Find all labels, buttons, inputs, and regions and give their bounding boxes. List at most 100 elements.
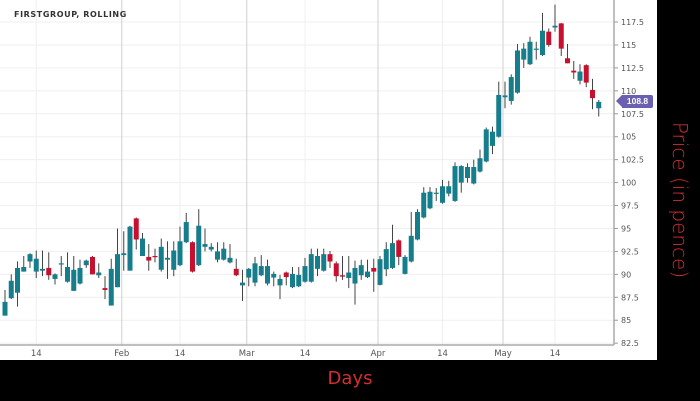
candle-body-up (533, 48, 539, 50)
candle-body-down (133, 218, 139, 240)
candle-body-up (65, 267, 70, 282)
candle-body-up (377, 259, 383, 285)
x-axis-title: Days (327, 368, 373, 389)
candle-body-down (558, 23, 564, 49)
x-tick-label: 14 (437, 349, 448, 359)
candle-body-up (471, 166, 477, 184)
candle-body-up (490, 131, 495, 146)
candle-body-up (452, 166, 458, 201)
candle-body-up (271, 273, 277, 278)
candle-body-down (190, 242, 195, 272)
candle-body-down (333, 263, 339, 277)
candle-body-down (146, 256, 152, 261)
candle-body-up (321, 254, 327, 271)
candle-body-up (552, 25, 558, 28)
candle-body-up (108, 268, 114, 306)
candle-body-up (140, 238, 145, 256)
candle-body-up (308, 254, 314, 282)
candle-body-down (571, 70, 577, 73)
x-tick-label: Apr (371, 349, 386, 359)
candle-body-up (121, 253, 127, 256)
candle-body-up (421, 192, 427, 218)
candle-body-up (240, 282, 245, 286)
candle-body-up (540, 30, 545, 56)
candle-body-up (440, 186, 445, 203)
candle-body-up (521, 48, 527, 60)
candle-body-up (402, 256, 408, 274)
candle-body-up (433, 192, 439, 194)
x-tick-label: 14 (300, 349, 311, 359)
candle-body-up (352, 267, 358, 284)
candle-body-up (477, 158, 483, 172)
candle-body-down (546, 31, 552, 45)
candle-body-up (415, 211, 420, 240)
y-tick-label: 87.5 (621, 293, 639, 302)
candle-body-down (90, 256, 95, 275)
y-tick-label: 90 (621, 270, 631, 279)
candle-body-up (527, 41, 533, 65)
candle-body-down (46, 267, 52, 276)
candle-body-up (71, 269, 77, 291)
candle-body-up (296, 274, 302, 287)
x-tick-label: 14 (31, 349, 42, 359)
candle-body-up (502, 95, 508, 98)
chart-title: FIRSTGROUP, ROLLING (14, 10, 127, 19)
candle-body-down (102, 288, 108, 290)
y-tick-label: 95 (621, 224, 631, 233)
candle-body-up (21, 267, 27, 272)
candle-body-up (8, 280, 14, 299)
y-tick-label: 82.5 (621, 339, 639, 348)
candle-body-up (196, 225, 202, 266)
candle-body-up (177, 241, 183, 266)
candle-body-up (165, 257, 170, 260)
candle-body-up (252, 263, 258, 283)
y-tick-label: 110 (621, 87, 636, 96)
x-tick-label: Mar (239, 349, 256, 359)
candle-body-up (52, 274, 58, 279)
candle-body-up (465, 166, 470, 179)
candle-body-up (346, 272, 352, 279)
candle-body-down (583, 65, 589, 83)
candle-body-down (371, 267, 377, 272)
candle-body-up (427, 191, 433, 209)
candle-body-up (446, 186, 452, 194)
candle-body-up (277, 278, 283, 286)
y-tick-label: 107.5 (621, 110, 644, 119)
candle-body-up (202, 244, 208, 247)
last-price-badge: 108.8 (616, 95, 653, 108)
candle-body-up (96, 272, 102, 276)
y-tick-label: 115 (621, 41, 636, 50)
candle-body-up (265, 266, 270, 284)
candle-body-up (358, 265, 364, 276)
candle-body-up (458, 166, 464, 183)
candle-body-up (496, 94, 502, 137)
candle-body-down (340, 275, 345, 277)
candle-body-up (515, 50, 520, 93)
candle-body-up (302, 266, 308, 282)
chart-area: 82.5 85 87.5 90 92.5 95 97.5 100 102.5 105 107.5 11… (0, 0, 657, 360)
candle-body-up (408, 235, 414, 262)
candle-body-up (290, 273, 295, 288)
y-tick-label: 85 (621, 316, 631, 325)
x-tick-label: 14 (550, 349, 561, 359)
y-tick-label: 117.5 (621, 18, 644, 27)
y-tick-label: 100 (621, 179, 636, 188)
candle-body-up (2, 301, 8, 316)
candle-body-up (227, 257, 233, 263)
candle-body-up (158, 246, 164, 270)
candle-body-up (315, 255, 320, 269)
x-tick-label: Feb (114, 349, 129, 359)
candle-body-up (246, 268, 252, 278)
y-tick-label: 105 (621, 133, 636, 142)
candle-body-down (327, 254, 333, 262)
candle-body-up (258, 266, 264, 276)
candle-body-up (77, 267, 83, 284)
candle-body-up (115, 254, 120, 288)
candle-body-up (40, 268, 45, 271)
y-tick-label: 112.5 (621, 64, 644, 73)
candle-body-down (152, 255, 158, 258)
candle-body-up (577, 71, 583, 81)
candle-body-up (390, 243, 395, 268)
candle-body-down (590, 89, 595, 99)
candle-body-up (27, 254, 33, 262)
